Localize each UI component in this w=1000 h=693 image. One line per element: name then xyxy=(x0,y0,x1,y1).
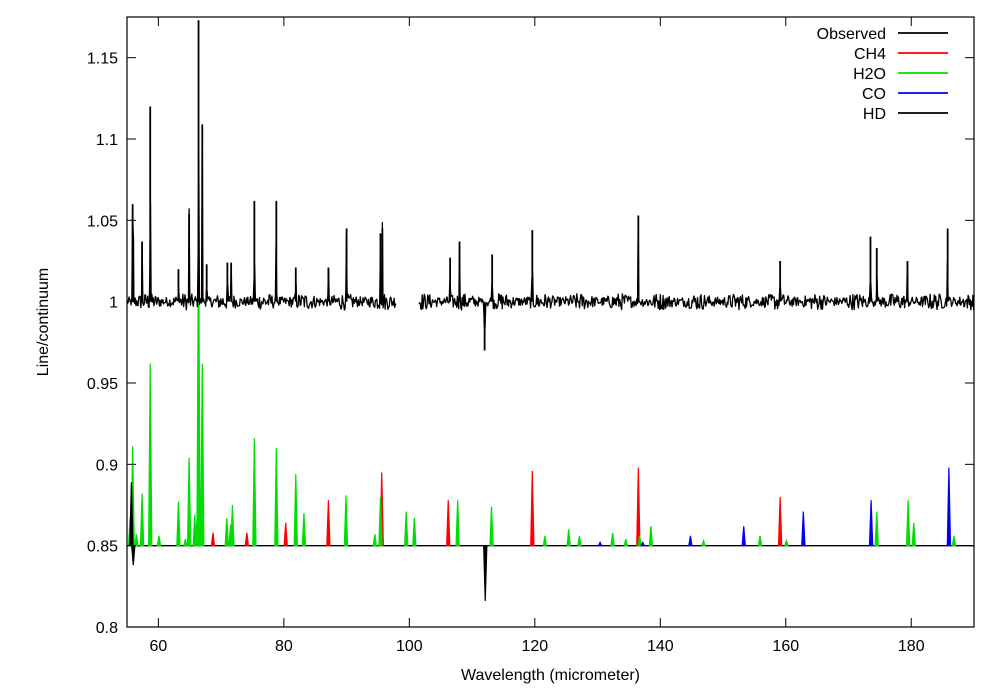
line-peak xyxy=(283,522,288,547)
line-peak xyxy=(210,532,216,547)
line-peak xyxy=(301,513,307,547)
line-peak xyxy=(148,363,153,547)
line-peak xyxy=(372,534,378,547)
legend-label: Observed xyxy=(817,26,886,43)
line-peak xyxy=(156,535,162,547)
x-tick-label: 180 xyxy=(898,638,925,655)
y-tick-label: 0.95 xyxy=(87,376,118,393)
line-peak xyxy=(701,538,707,547)
line-peak xyxy=(610,532,615,547)
line-peak xyxy=(648,526,654,547)
series-observed xyxy=(127,20,974,351)
line-peak xyxy=(378,496,383,547)
line-peak xyxy=(637,535,642,547)
line-peak xyxy=(741,526,746,547)
observed-segment xyxy=(418,224,974,330)
line-peak xyxy=(182,539,188,547)
line-peak xyxy=(777,496,783,547)
line-peak xyxy=(577,535,582,547)
line-peak xyxy=(200,363,205,547)
line-peak xyxy=(905,500,911,547)
legend-label: CH4 xyxy=(854,46,886,63)
axis-ticks: 60 80 100 120 140 160 180 0.8 0.85 0.9 0.95 1 1.05 1.… xyxy=(87,17,974,655)
observed-segment xyxy=(127,127,397,311)
legend: Observed CH4 H2O CO HD xyxy=(817,26,948,123)
line-peak xyxy=(757,535,763,547)
y-tick-label: 1.15 xyxy=(87,51,118,68)
x-tick-label: 80 xyxy=(275,638,293,655)
legend-label: CO xyxy=(862,86,886,103)
line-peak xyxy=(196,215,201,547)
line-peak xyxy=(139,493,145,547)
line-peak xyxy=(176,501,181,547)
series-co xyxy=(597,467,952,547)
line-peak xyxy=(343,495,349,547)
line-peak xyxy=(951,535,957,547)
line-peak xyxy=(244,532,250,547)
legend-label: H2O xyxy=(853,66,886,83)
line-peak xyxy=(623,539,629,547)
line-peak xyxy=(566,529,571,547)
line-peak xyxy=(530,470,535,547)
x-tick-label: 100 xyxy=(396,638,423,655)
x-tick-label: 120 xyxy=(521,638,548,655)
line-peak xyxy=(134,534,139,547)
y-tick-label: 0.8 xyxy=(96,620,118,637)
x-tick-label: 60 xyxy=(149,638,167,655)
line-peak xyxy=(293,474,298,547)
x-tick-label: 160 xyxy=(772,638,799,655)
line-peak xyxy=(455,500,460,547)
line-peak xyxy=(412,517,417,547)
line-peak xyxy=(640,541,646,547)
y-tick-label: 0.9 xyxy=(96,457,118,474)
line-peak xyxy=(489,506,494,547)
line-peak xyxy=(874,511,879,547)
line-peak xyxy=(542,535,548,547)
line-peak xyxy=(403,511,409,547)
y-tick-label: 1.1 xyxy=(96,132,118,149)
line-peak xyxy=(326,500,331,547)
plot-frame xyxy=(126,16,975,628)
line-peak xyxy=(483,545,488,601)
y-tick-label: 0.85 xyxy=(87,539,118,556)
y-tick-label: 1.05 xyxy=(87,213,118,230)
legend-label: HD xyxy=(863,106,886,123)
line-peak xyxy=(230,504,235,547)
line-peak xyxy=(946,467,952,547)
y-tick-label: 1 xyxy=(109,295,118,312)
line-peak xyxy=(224,517,229,547)
line-peak xyxy=(597,541,603,547)
line-peak xyxy=(446,500,451,547)
x-tick-label: 140 xyxy=(647,638,674,655)
line-peak xyxy=(688,535,693,547)
line-peak xyxy=(801,511,806,547)
line-peak xyxy=(252,438,257,547)
line-peak xyxy=(274,448,279,547)
line-peak xyxy=(868,500,874,547)
line-peak xyxy=(186,457,192,547)
y-axis-label: Line/continuum xyxy=(35,268,52,377)
line-peak xyxy=(783,538,789,547)
line-peak xyxy=(911,522,917,547)
x-axis-label: Wavelength (micrometer) xyxy=(461,667,640,684)
series-hd xyxy=(129,482,488,601)
